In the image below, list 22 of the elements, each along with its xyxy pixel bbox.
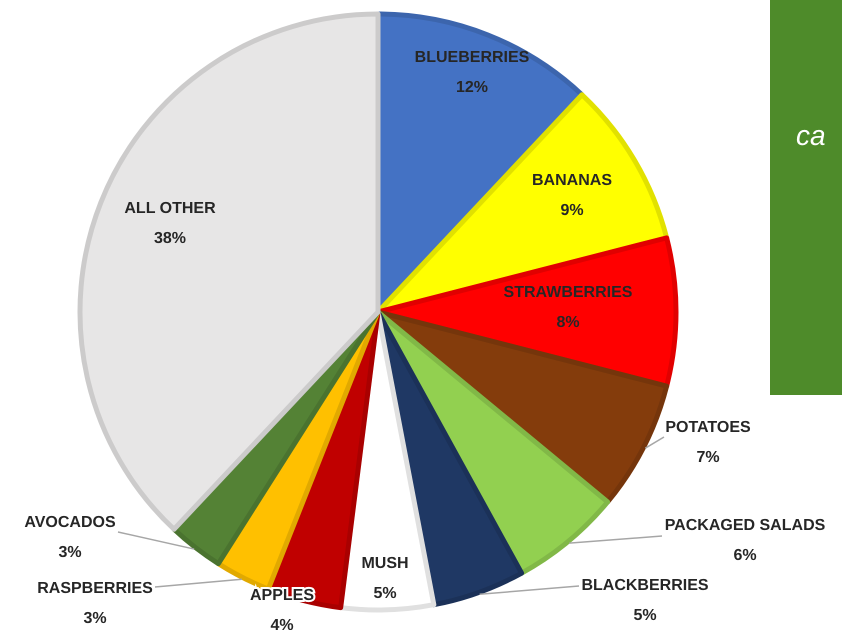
slice-label: AVOCADOS bbox=[24, 514, 116, 531]
slice-label: PACKAGED SALADS bbox=[664, 517, 826, 534]
data-label: 6% bbox=[733, 547, 757, 564]
data-label: 38% bbox=[154, 230, 186, 247]
slice-label: BANANAS bbox=[532, 172, 612, 189]
slice-label: BLUEBERRIES bbox=[414, 49, 530, 66]
text: ca bbox=[796, 120, 826, 151]
data-label: 8% bbox=[556, 314, 580, 331]
data-label: 5% bbox=[633, 607, 657, 624]
data-label: 7% bbox=[696, 449, 720, 466]
data-label: 5% bbox=[373, 585, 397, 602]
slice-label: MUSH bbox=[361, 555, 409, 572]
slice-label: STRAWBERRIES bbox=[504, 284, 633, 301]
data-label: 12% bbox=[456, 79, 488, 96]
data-label: 3% bbox=[83, 610, 107, 627]
slice-label: ALL OTHER bbox=[124, 200, 216, 217]
data-label: 4% bbox=[270, 617, 294, 630]
slice-label: POTATOES bbox=[665, 419, 751, 436]
data-label: 3% bbox=[58, 544, 82, 561]
slice-label: RASPBERRIES bbox=[37, 580, 154, 597]
slice-label: BLACKBERRIES bbox=[581, 577, 709, 594]
data-label: 9% bbox=[560, 202, 584, 219]
